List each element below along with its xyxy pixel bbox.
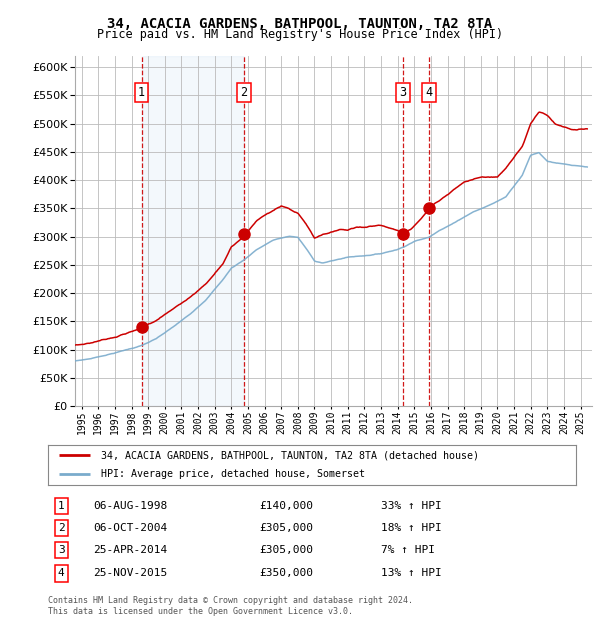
- Text: 06-AUG-1998: 06-AUG-1998: [93, 501, 167, 511]
- Text: 18% ↑ HPI: 18% ↑ HPI: [380, 523, 442, 533]
- Text: 2: 2: [241, 86, 248, 99]
- Text: £140,000: £140,000: [259, 501, 313, 511]
- Text: £350,000: £350,000: [259, 569, 313, 578]
- Text: 3: 3: [58, 546, 65, 556]
- Text: 4: 4: [425, 86, 433, 99]
- Text: This data is licensed under the Open Government Licence v3.0.: This data is licensed under the Open Gov…: [48, 607, 353, 616]
- Text: Price paid vs. HM Land Registry's House Price Index (HPI): Price paid vs. HM Land Registry's House …: [97, 29, 503, 41]
- Text: 7% ↑ HPI: 7% ↑ HPI: [380, 546, 434, 556]
- Text: 25-APR-2014: 25-APR-2014: [93, 546, 167, 556]
- Text: 4: 4: [58, 569, 65, 578]
- Bar: [142, 56, 244, 406]
- Text: 25-NOV-2015: 25-NOV-2015: [93, 569, 167, 578]
- Text: 34, ACACIA GARDENS, BATHPOOL, TAUNTON, TA2 8TA (detached house): 34, ACACIA GARDENS, BATHPOOL, TAUNTON, T…: [101, 450, 479, 461]
- Text: 1: 1: [58, 501, 65, 511]
- Text: 1: 1: [138, 86, 145, 99]
- Text: £305,000: £305,000: [259, 523, 313, 533]
- Text: 33% ↑ HPI: 33% ↑ HPI: [380, 501, 442, 511]
- Text: 13% ↑ HPI: 13% ↑ HPI: [380, 569, 442, 578]
- Text: 3: 3: [400, 86, 407, 99]
- Text: 06-OCT-2004: 06-OCT-2004: [93, 523, 167, 533]
- Text: 2: 2: [58, 523, 65, 533]
- Text: Contains HM Land Registry data © Crown copyright and database right 2024.: Contains HM Land Registry data © Crown c…: [48, 596, 413, 604]
- Text: HPI: Average price, detached house, Somerset: HPI: Average price, detached house, Some…: [101, 469, 365, 479]
- Text: 34, ACACIA GARDENS, BATHPOOL, TAUNTON, TA2 8TA: 34, ACACIA GARDENS, BATHPOOL, TAUNTON, T…: [107, 17, 493, 30]
- Text: £305,000: £305,000: [259, 546, 313, 556]
